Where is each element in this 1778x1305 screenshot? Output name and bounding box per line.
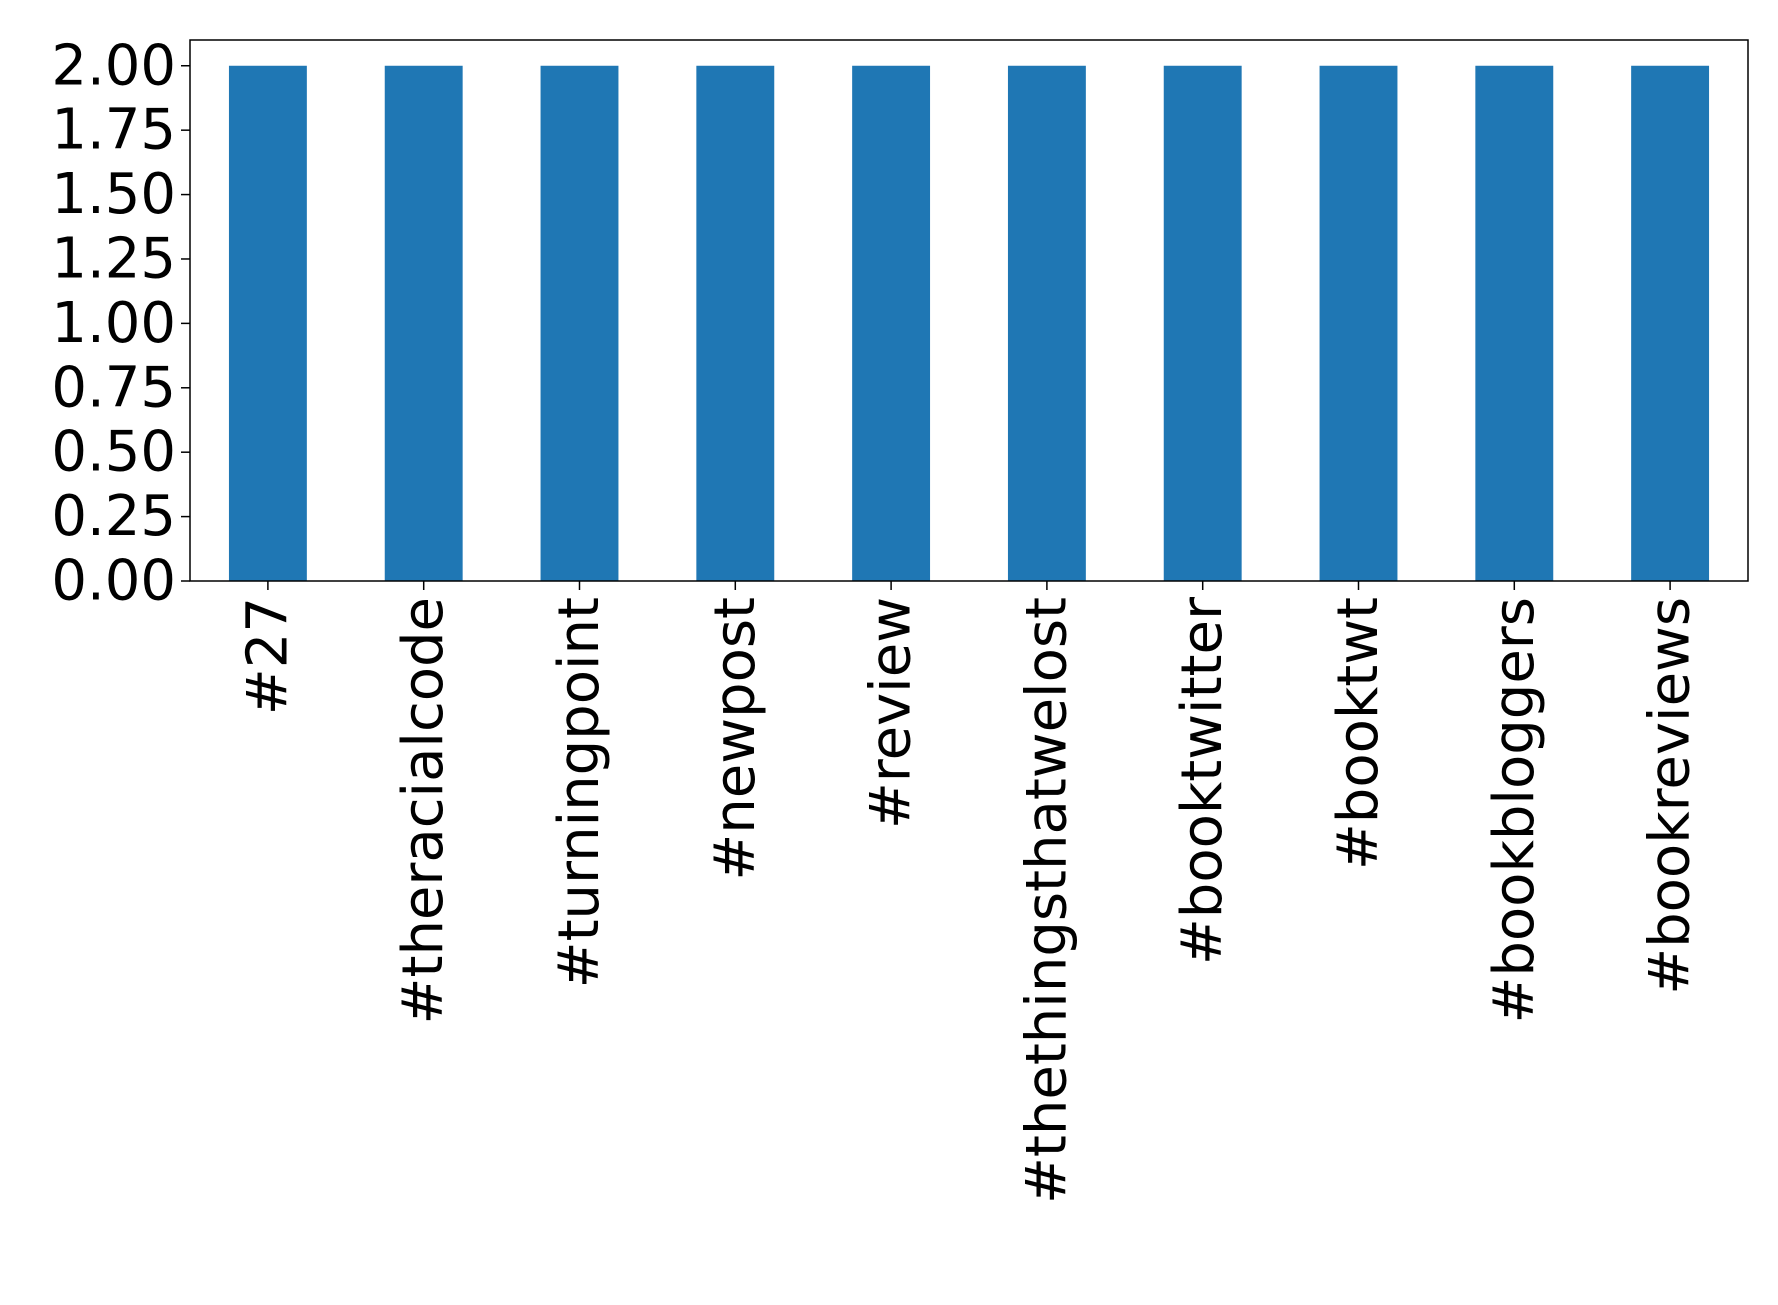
bar-7 bbox=[1319, 65, 1398, 581]
y-tick-label-3: 0.75 bbox=[51, 355, 176, 420]
x-tick-label-4: #review bbox=[859, 597, 924, 829]
y-axis: 0.000.250.500.751.001.251.501.752.00 bbox=[51, 33, 190, 614]
plot-frame bbox=[189, 39, 1749, 582]
x-axis: #27 #theracialcode #turningpoint #newpost #r… bbox=[235, 581, 1703, 1204]
x-tick-label-2: #turningpoint bbox=[547, 597, 612, 988]
x-tick-label-3: #newpost bbox=[703, 597, 768, 881]
bar-0 bbox=[228, 65, 307, 581]
bar-3 bbox=[696, 65, 775, 581]
y-tick-label-2: 0.50 bbox=[51, 420, 176, 485]
bar-9 bbox=[1631, 65, 1710, 581]
bar-8 bbox=[1475, 65, 1554, 581]
x-tick-label-7: #booktwt bbox=[1326, 597, 1391, 870]
bar-4 bbox=[852, 65, 931, 581]
bar-2 bbox=[540, 65, 619, 581]
bar-1 bbox=[384, 65, 463, 581]
y-tick-label-8: 2.00 bbox=[51, 33, 176, 98]
y-tick-label-5: 1.25 bbox=[51, 226, 176, 291]
y-tick-label-4: 1.00 bbox=[51, 291, 176, 356]
x-tick-label-0: #27 bbox=[235, 597, 300, 715]
y-tick-label-1: 0.25 bbox=[51, 484, 176, 549]
bar-6 bbox=[1163, 65, 1242, 581]
bars-group bbox=[228, 65, 1710, 581]
x-tick-label-6: #booktwitter bbox=[1170, 596, 1235, 965]
y-tick-label-7: 1.75 bbox=[51, 98, 176, 163]
x-tick-label-8: #bookbloggers bbox=[1482, 597, 1547, 1024]
x-tick-label-9: #bookreviews bbox=[1638, 597, 1703, 995]
x-tick-label-1: #theracialcode bbox=[391, 597, 456, 1024]
y-tick-label-6: 1.50 bbox=[51, 162, 176, 227]
bar-5 bbox=[1007, 65, 1086, 581]
x-tick-label-5: #thethingsthatwelost bbox=[1014, 597, 1079, 1204]
y-tick-label-0: 0.00 bbox=[51, 549, 176, 614]
